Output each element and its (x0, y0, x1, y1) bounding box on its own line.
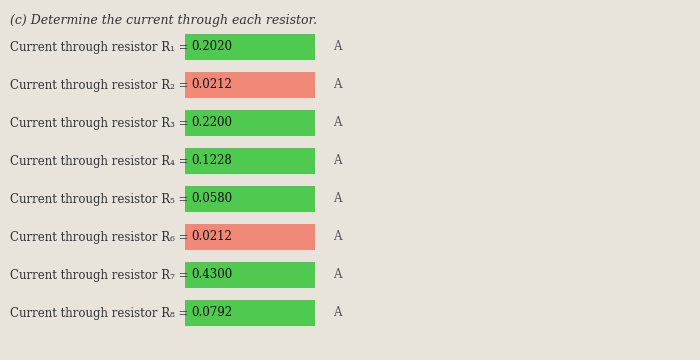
Text: Current through resistor R₇ =: Current through resistor R₇ = (10, 269, 193, 282)
Text: (c) Determine the current through each resistor.: (c) Determine the current through each r… (10, 14, 317, 27)
Text: 0.1228: 0.1228 (191, 154, 232, 167)
FancyBboxPatch shape (185, 262, 315, 288)
Text: A: A (333, 154, 342, 167)
Text: A: A (333, 230, 342, 243)
Text: Current through resistor R₅ =: Current through resistor R₅ = (10, 193, 192, 206)
FancyBboxPatch shape (185, 110, 315, 136)
FancyBboxPatch shape (185, 186, 315, 212)
Text: Current through resistor R₂ =: Current through resistor R₂ = (10, 78, 193, 91)
Text: 0.0792: 0.0792 (191, 306, 232, 320)
Text: 0.2200: 0.2200 (191, 117, 232, 130)
Text: Current through resistor R₆ =: Current through resistor R₆ = (10, 230, 193, 243)
Text: A: A (333, 40, 342, 54)
Text: 0.4300: 0.4300 (191, 269, 232, 282)
Text: Current through resistor R₃ =: Current through resistor R₃ = (10, 117, 193, 130)
Text: 0.2020: 0.2020 (191, 40, 232, 54)
Text: Current through resistor R₁ =: Current through resistor R₁ = (10, 40, 193, 54)
FancyBboxPatch shape (185, 300, 315, 326)
Text: A: A (333, 78, 342, 91)
FancyBboxPatch shape (185, 224, 315, 250)
Text: A: A (333, 269, 342, 282)
FancyBboxPatch shape (185, 148, 315, 174)
Text: 0.0580: 0.0580 (191, 193, 232, 206)
Text: A: A (333, 193, 342, 206)
Text: A: A (333, 306, 342, 320)
Text: Current through resistor R₈ =: Current through resistor R₈ = (10, 306, 192, 320)
Text: 0.0212: 0.0212 (191, 230, 232, 243)
FancyBboxPatch shape (185, 72, 315, 98)
Text: 0.0212: 0.0212 (191, 78, 232, 91)
Text: A: A (333, 117, 342, 130)
FancyBboxPatch shape (185, 34, 315, 60)
Text: Current through resistor R₄ =: Current through resistor R₄ = (10, 154, 193, 167)
